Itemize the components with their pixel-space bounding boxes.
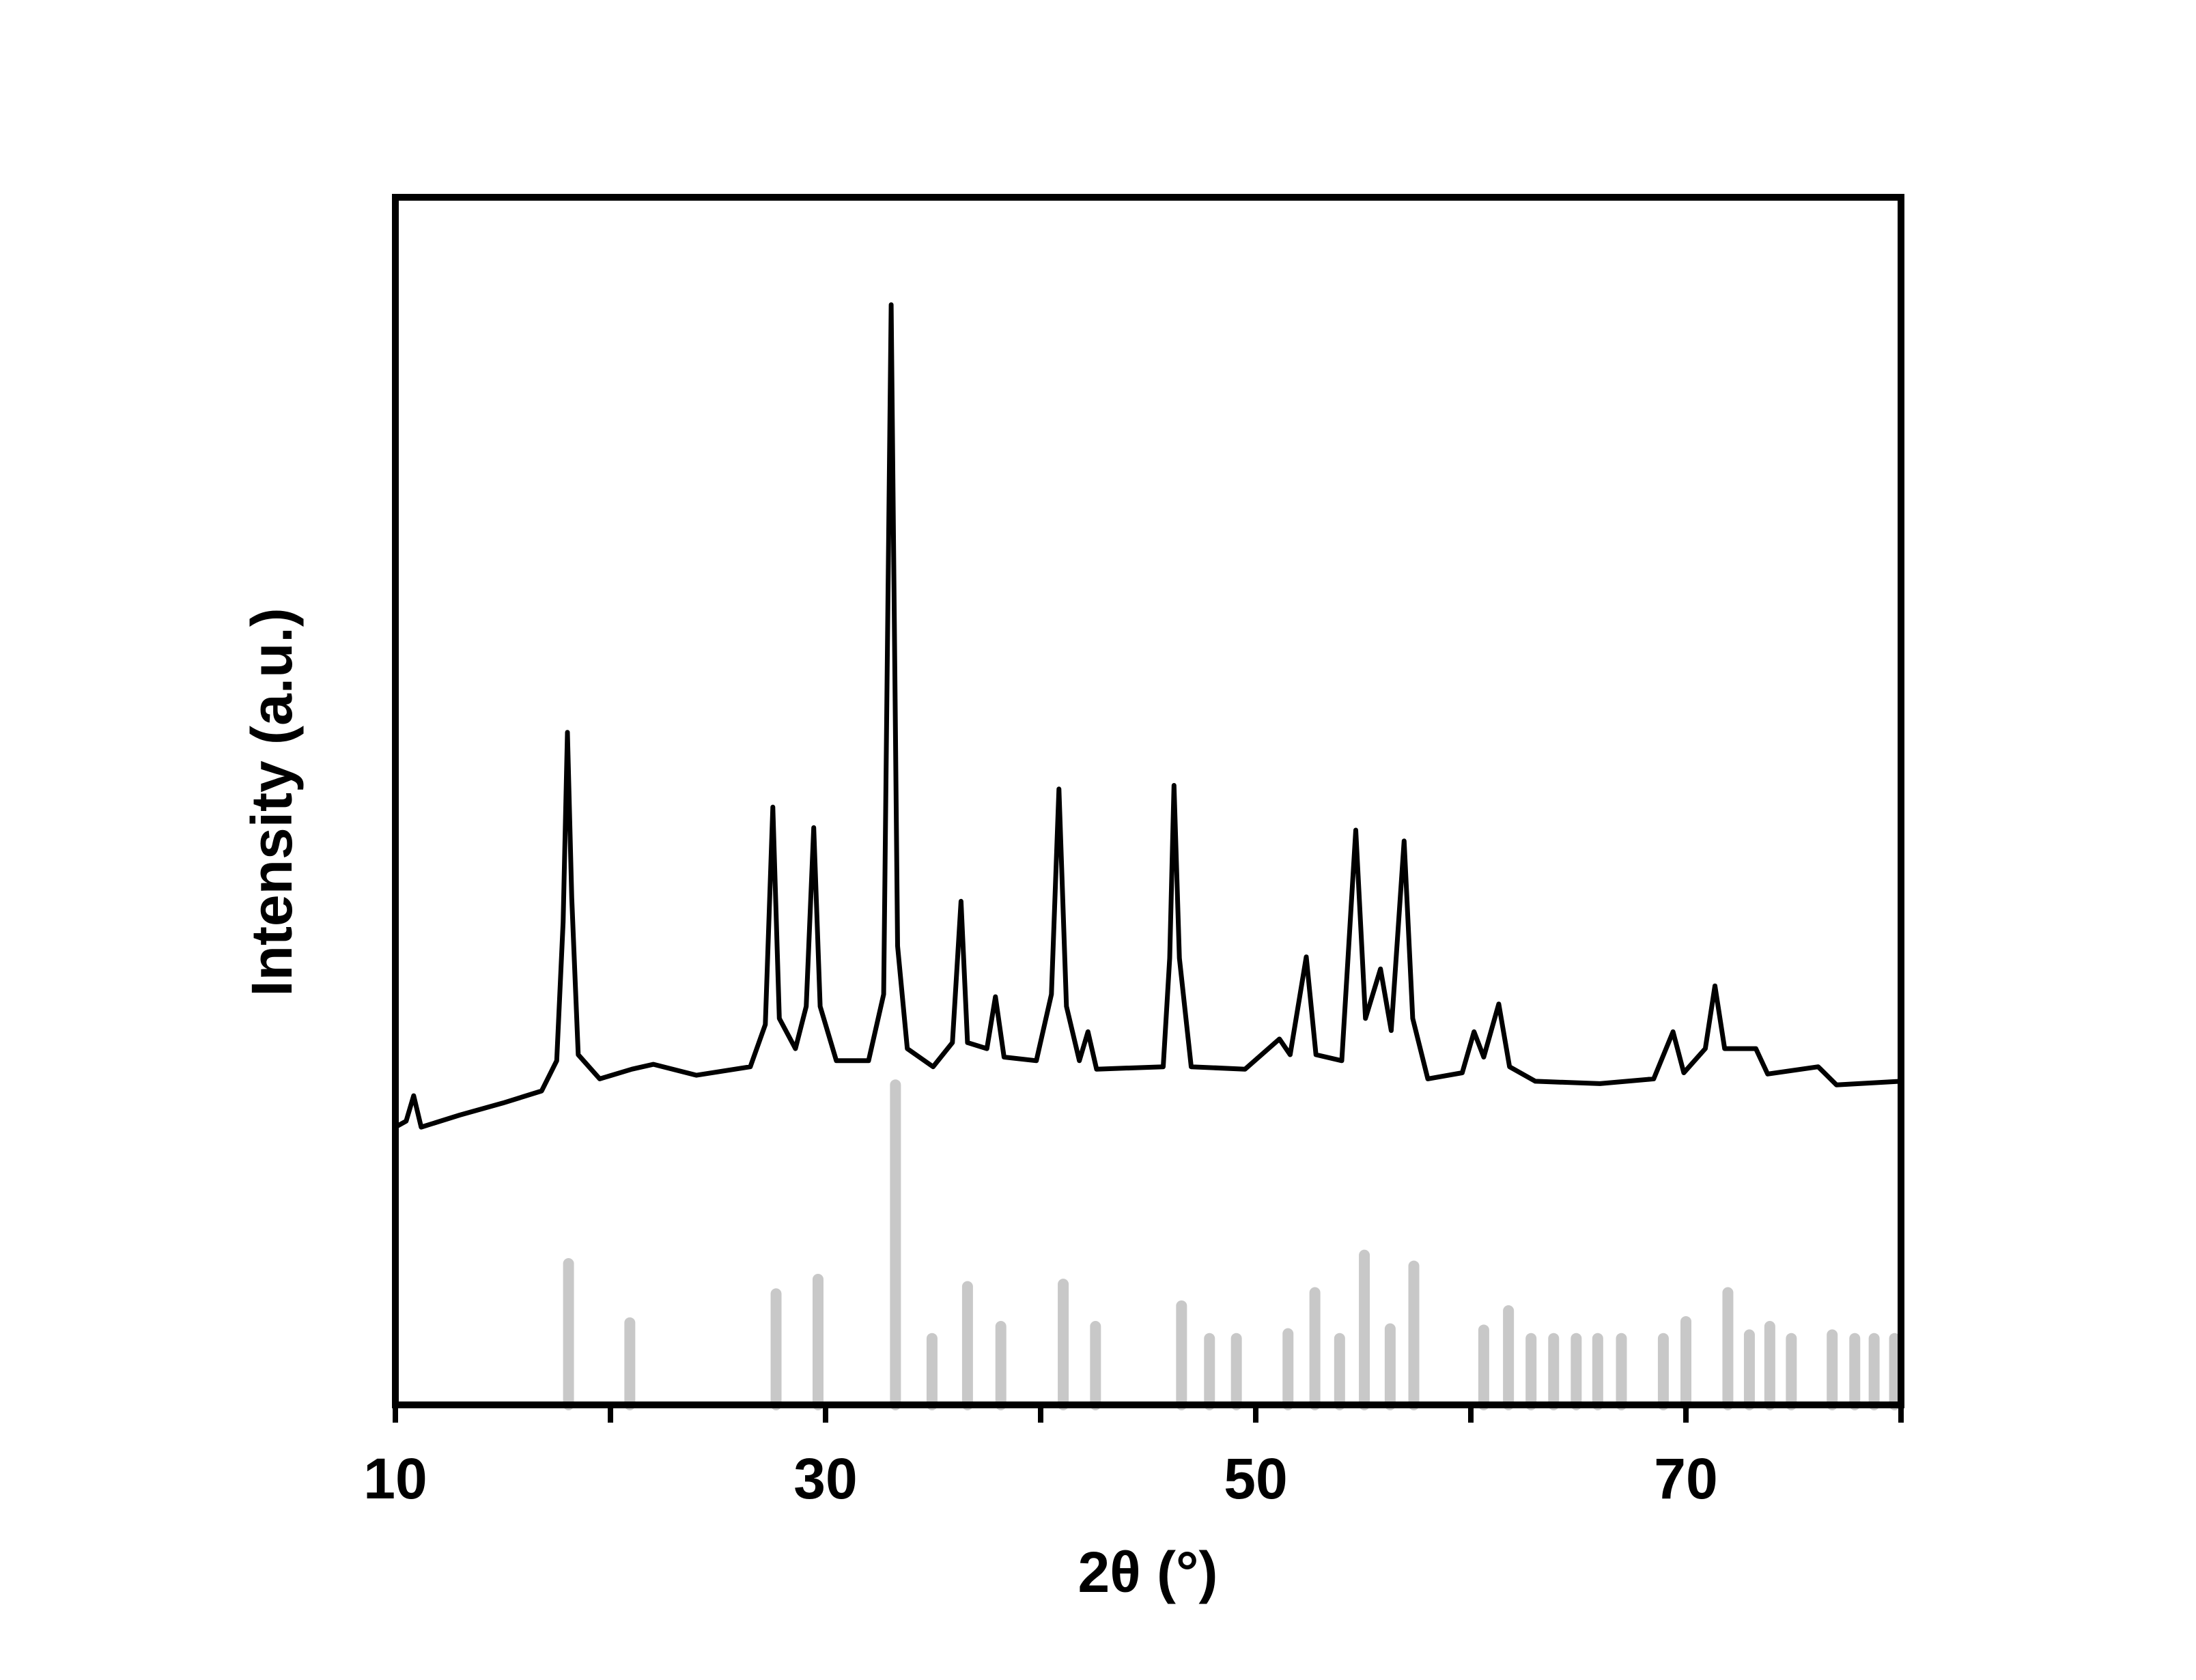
x-axis-label: 2θ (°) [1078, 1540, 1218, 1604]
x-tick-label: 50 [1224, 1447, 1287, 1511]
x-tick-label: 70 [1654, 1447, 1717, 1511]
x-tick-label: 30 [793, 1447, 857, 1511]
x-tick-label: 10 [363, 1447, 427, 1511]
y-axis-label: Intensity (a.u.) [240, 608, 304, 996]
plot-frame [392, 194, 1904, 1408]
pattern-line [394, 302, 1902, 1130]
